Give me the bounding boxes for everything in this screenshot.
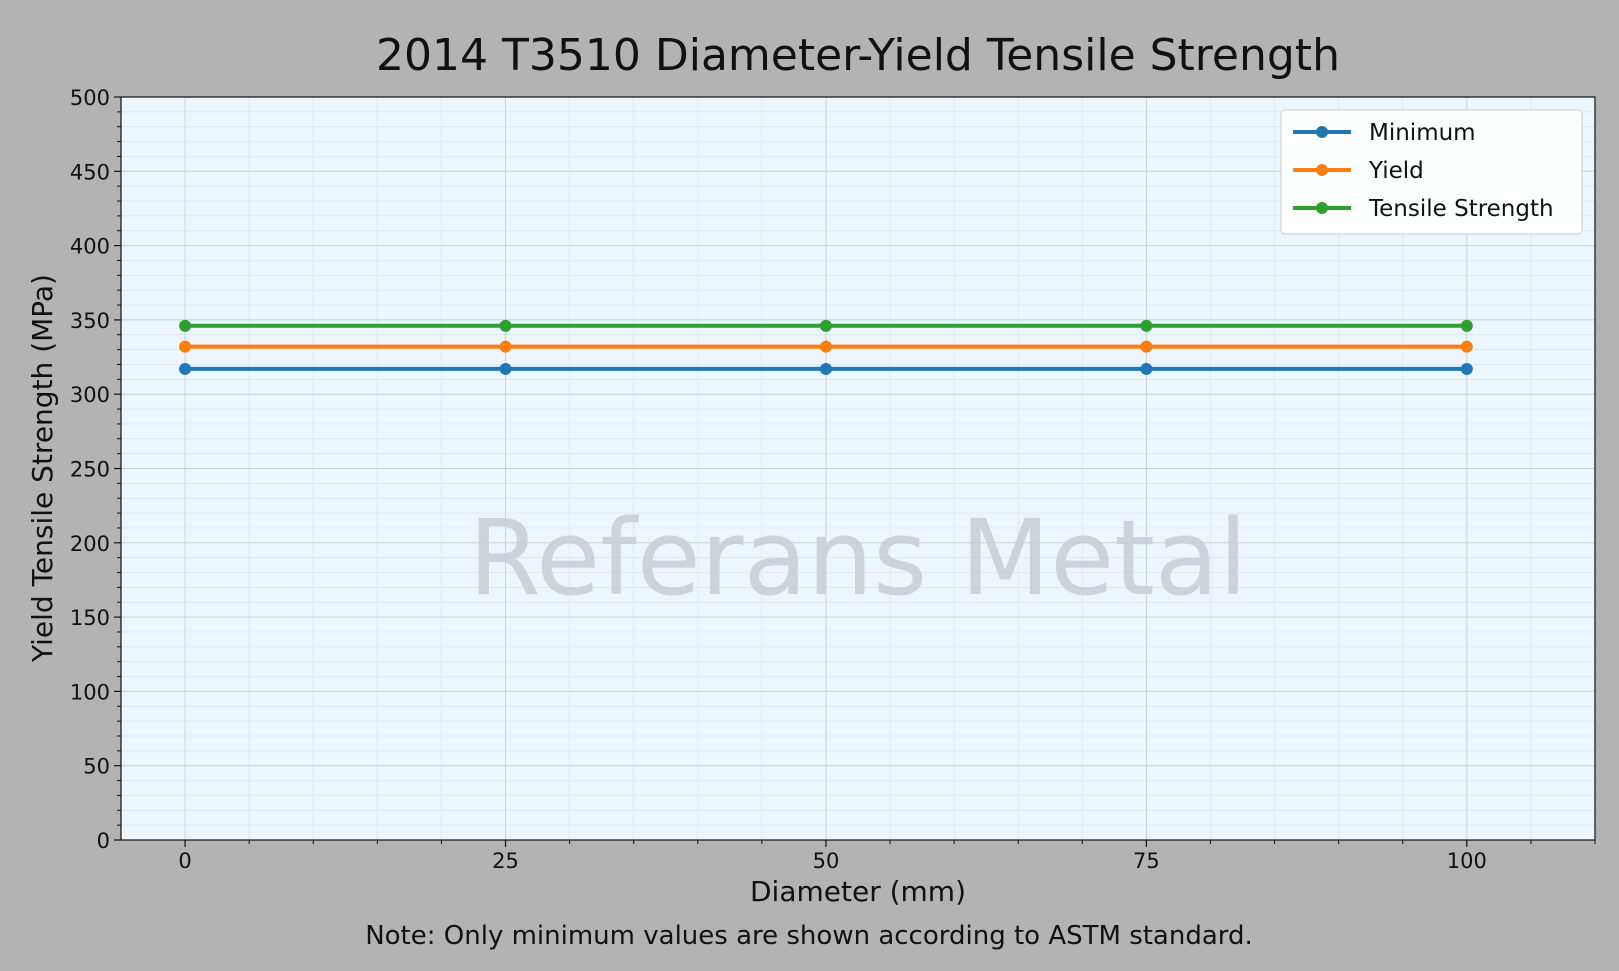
x-tick-label: 50 [813, 849, 840, 873]
x-tick-label: 75 [1133, 849, 1160, 873]
x-tick-label: 100 [1447, 849, 1487, 873]
data-point [499, 340, 512, 353]
data-point [179, 362, 192, 375]
y-tick-label: 400 [70, 235, 110, 259]
y-tick-label: 100 [70, 680, 110, 704]
data-point [1140, 340, 1153, 353]
legend-marker [1316, 164, 1328, 176]
y-tick-label: 350 [70, 309, 110, 333]
y-axis: 0 50 100 150 200 250 300 350 400 450 500 [70, 86, 121, 853]
watermark: Referans Metal [469, 497, 1248, 619]
y-tick-label: 50 [83, 755, 110, 779]
data-point [1460, 319, 1473, 332]
legend-item: Minimum [1293, 120, 1476, 146]
y-axis-label: Yield Tensile Strength (MPa) [26, 274, 59, 663]
data-point [499, 319, 512, 332]
y-tick-label: 150 [70, 606, 110, 630]
data-point [819, 319, 832, 332]
legend-marker [1316, 126, 1328, 138]
series-layer [179, 319, 1473, 375]
chart-title: 2014 T3510 Diameter-Yield Tensile Streng… [376, 30, 1340, 81]
data-point [1460, 362, 1473, 375]
x-axis-label: Diameter (mm) [750, 875, 966, 908]
y-tick-label: 0 [97, 829, 110, 853]
legend: Minimum Yield Tensile Strength [1280, 109, 1583, 235]
legend-label: Tensile Strength [1368, 196, 1554, 222]
data-point [819, 340, 832, 353]
legend-label: Yield [1368, 158, 1424, 184]
series-1 [179, 340, 1473, 353]
data-point [1140, 319, 1153, 332]
data-point [179, 319, 192, 332]
footnote: Note: Only minimum values are shown acco… [365, 921, 1253, 951]
legend-box [1280, 109, 1583, 235]
legend-item: Yield [1293, 158, 1424, 184]
y-tick-label: 250 [70, 458, 110, 482]
y-tick-label: 450 [70, 160, 110, 184]
x-tick-label: 0 [178, 849, 191, 873]
data-point [179, 340, 192, 353]
y-tick-label: 200 [70, 532, 110, 556]
series-2 [179, 319, 1473, 332]
y-tick-label: 300 [70, 383, 110, 407]
data-point [1460, 340, 1473, 353]
legend-label: Minimum [1369, 120, 1476, 146]
data-point [499, 362, 512, 375]
data-point [1140, 362, 1153, 375]
x-tick-label: 25 [492, 849, 519, 873]
y-tick-label: 500 [70, 86, 110, 110]
series-0 [179, 362, 1473, 375]
legend-item: Tensile Strength [1293, 196, 1554, 222]
data-point [819, 362, 832, 375]
x-axis: 0 25 50 75 100 [178, 840, 1596, 873]
legend-marker [1316, 202, 1328, 214]
